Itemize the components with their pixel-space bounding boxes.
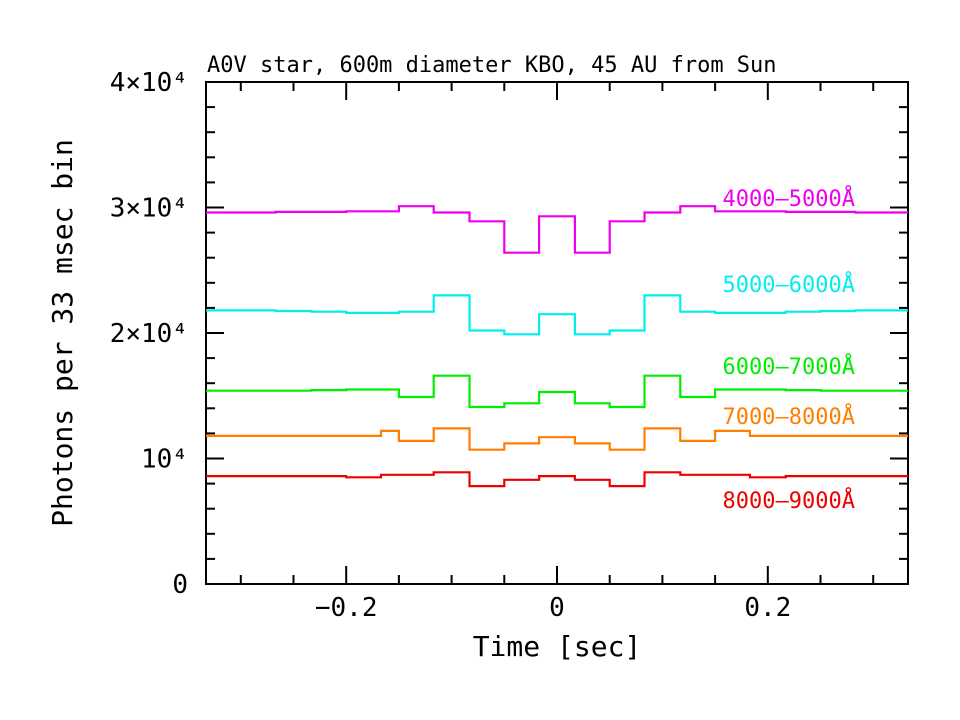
- series-line: [206, 471, 908, 488]
- y-tick-label: 2×10⁴: [110, 319, 188, 349]
- y-tick-label: 0: [172, 570, 188, 600]
- series-line: [206, 427, 908, 451]
- chart-title: A0V star, 600m diameter KBO, 45 AU from …: [207, 53, 777, 78]
- series-line: [206, 294, 908, 336]
- axis-ticks: [206, 81, 908, 585]
- series-labels: 4000–5000Å 5000–6000Å 6000–7000Å 7000–8000Å…: [723, 185, 855, 514]
- y-tick-label: 3×10⁴: [110, 194, 188, 224]
- x-tick-label: −0.2: [315, 593, 378, 623]
- x-tick-labels: −0.2 0 0.2: [315, 593, 791, 623]
- series-lines: [206, 205, 908, 488]
- series-line: [206, 374, 908, 409]
- x-axis-title: Time [sec]: [473, 630, 642, 663]
- series-label: 6000–7000Å: [723, 353, 855, 380]
- x-tick-label: 0: [549, 593, 565, 623]
- series-label: 7000–8000Å: [723, 403, 855, 430]
- y-tick-labels: 0 10⁴ 2×10⁴ 3×10⁴ 4×10⁴: [110, 68, 188, 600]
- series-label: 4000–5000Å: [723, 185, 855, 212]
- y-tick-label: 10⁴: [141, 445, 188, 475]
- series-line: [206, 205, 908, 254]
- y-tick-label: 4×10⁴: [110, 68, 188, 98]
- series-label: 8000–9000Å: [723, 487, 855, 514]
- x-tick-label: 0.2: [744, 593, 791, 623]
- series-label: 5000–6000Å: [723, 271, 855, 298]
- y-axis-title: Photons per 33 msec bin: [46, 139, 79, 527]
